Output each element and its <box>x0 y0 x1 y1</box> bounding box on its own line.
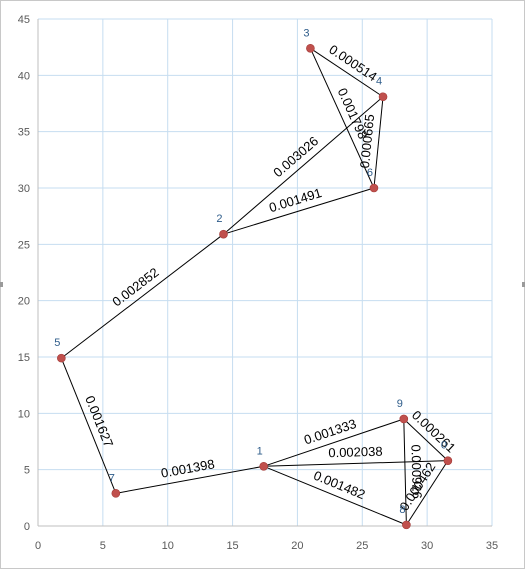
node-id-label: 9 <box>397 398 403 410</box>
node-marker-3 <box>306 43 315 53</box>
edge-weight-label: 0.001333 <box>302 416 358 448</box>
node-marker-4 <box>378 92 388 102</box>
y-tick-label: 45 <box>18 14 30 26</box>
node-id-label: 4 <box>376 76 382 88</box>
resize-handle-left[interactable] <box>0 282 3 287</box>
node-id-label: 6 <box>367 167 373 179</box>
node-id-label: 7 <box>109 472 115 484</box>
y-tick-label: 25 <box>18 239 30 251</box>
node-marker-1 <box>259 461 269 471</box>
x-tick-label: 10 <box>162 540 174 552</box>
edge-line-3-6 <box>309 48 375 189</box>
node-id-label: 3 <box>303 27 309 39</box>
node-id-label: 2 <box>216 213 222 225</box>
resize-handle-right[interactable] <box>522 282 525 287</box>
y-tick-label: 40 <box>18 70 30 82</box>
node-id-label: 1 <box>257 445 263 457</box>
y-tick-label: 35 <box>18 127 30 139</box>
node-marker-7 <box>111 489 121 498</box>
node-id-label: 0 <box>441 440 447 452</box>
labels: 0.0005140.0017980.0006650.0030260.001491… <box>54 27 458 516</box>
edge-line-1-8 <box>263 465 407 526</box>
x-tick-label: 25 <box>356 540 368 552</box>
node-marker-2 <box>219 229 228 239</box>
edge-line-7-1 <box>115 465 264 494</box>
edge-line-8-0 <box>405 460 449 526</box>
x-tick-label: 30 <box>421 540 433 552</box>
y-tick-label: 10 <box>18 408 30 420</box>
edge-line-9-8 <box>403 418 407 525</box>
edge-weight-label: 0.000926 <box>408 444 424 499</box>
edge-line-1-9 <box>263 418 404 467</box>
node-id-label: 5 <box>54 337 60 349</box>
node-id-label: 8 <box>399 504 405 516</box>
edge-line-5-2 <box>61 233 224 359</box>
edge-line-1-0 <box>263 460 448 467</box>
node-marker-6 <box>369 183 379 193</box>
edge-line-2-4 <box>223 96 384 235</box>
y-tick-label: 30 <box>18 183 30 195</box>
edge-line-4-6 <box>373 96 384 189</box>
edge-line-5-7 <box>60 357 117 494</box>
x-tick-label: 0 <box>35 540 41 552</box>
edge-weight-label: 0.000665 <box>357 114 377 169</box>
edges <box>60 47 449 526</box>
x-tick-label: 35 <box>486 540 498 552</box>
edge-line-2-6 <box>223 187 375 235</box>
gridlines <box>37 18 493 527</box>
x-tick-label: 5 <box>100 540 106 552</box>
node-marker-9 <box>399 414 409 424</box>
nodes <box>57 43 453 530</box>
y-tick-label: 5 <box>24 465 30 477</box>
x-tick-label: 20 <box>291 540 303 552</box>
y-tick-label: 0 <box>24 521 30 533</box>
node-marker-8 <box>402 520 411 530</box>
edge-weight-label: 0.000514 <box>326 42 379 85</box>
edge-line-3-4 <box>310 47 384 98</box>
node-marker-5 <box>57 353 66 363</box>
edge-line-9-0 <box>403 418 449 462</box>
edge-weight-label: 0.002038 <box>328 444 383 461</box>
y-tick-label: 15 <box>18 352 30 364</box>
x-tick-label: 15 <box>226 540 238 552</box>
node-marker-0 <box>443 456 453 465</box>
y-tick-label: 20 <box>18 296 30 308</box>
